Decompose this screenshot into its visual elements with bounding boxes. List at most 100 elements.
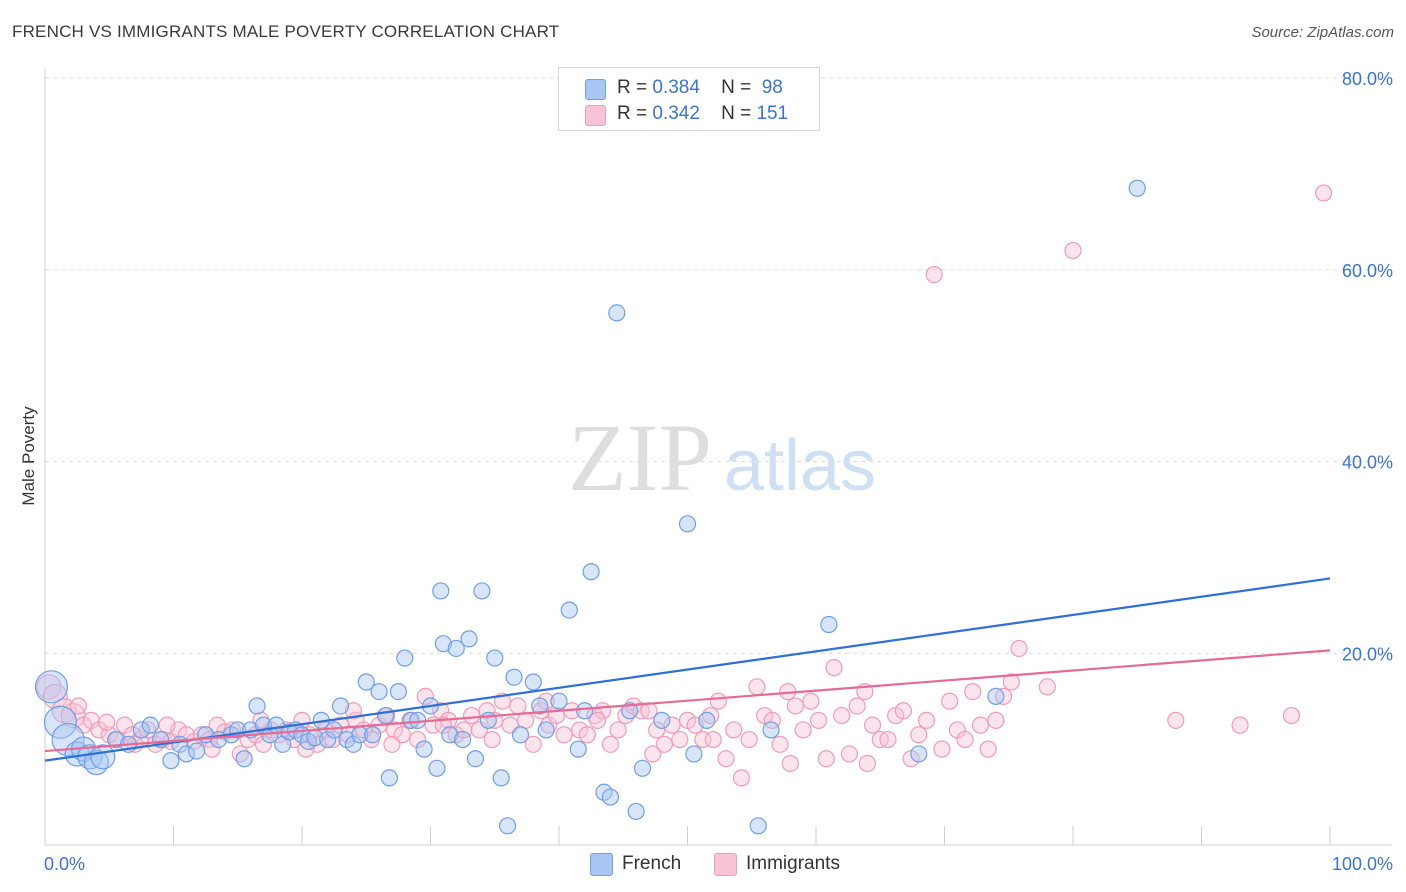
point-immigrants <box>917 711 936 729</box>
point-immigrants <box>809 711 828 729</box>
point-immigrants <box>609 721 627 739</box>
bottom-legend-swatch-immigrants <box>714 853 737 876</box>
axes <box>44 68 1392 846</box>
point-immigrants <box>1002 673 1020 691</box>
point-immigrants <box>383 735 401 753</box>
point-french <box>43 705 78 739</box>
point-french <box>698 711 716 729</box>
legend-n-label: N = <box>721 77 752 98</box>
point-immigrants <box>158 716 176 734</box>
point-french <box>460 630 478 648</box>
point-french <box>685 745 703 763</box>
point-french <box>505 668 523 686</box>
point-immigrants <box>409 730 427 749</box>
point-immigrants <box>709 692 727 710</box>
point-french <box>621 702 639 720</box>
point-immigrants <box>987 711 1005 729</box>
point-french <box>531 697 549 715</box>
point-french <box>537 721 555 739</box>
point-french <box>162 752 180 770</box>
point-french <box>364 726 382 744</box>
point-french <box>633 759 652 777</box>
point-french <box>402 711 420 729</box>
point-immigrants <box>725 721 743 739</box>
point-immigrants <box>941 692 959 710</box>
point-immigrants <box>825 659 843 677</box>
gridlines <box>45 77 1392 654</box>
point-immigrants <box>817 750 835 768</box>
point-french <box>177 745 195 763</box>
point-french <box>428 759 446 777</box>
bottom-legend-swatch-french <box>590 853 613 876</box>
point-immigrants <box>717 750 735 768</box>
point-french <box>454 730 472 749</box>
point-french <box>370 682 388 701</box>
point-immigrants <box>1064 241 1082 260</box>
watermark-atlas: atlas <box>724 426 876 506</box>
legend-r-label: R = <box>617 103 648 124</box>
point-french <box>441 726 459 744</box>
point-french <box>357 673 375 691</box>
point-immigrants <box>1038 678 1056 696</box>
point-immigrants <box>863 716 882 734</box>
x-tick-label: 0.0% <box>44 854 85 874</box>
point-french <box>248 697 266 715</box>
legend-r-value: 0.384 <box>652 77 700 98</box>
point-immigrants <box>254 735 273 753</box>
point-french <box>396 649 414 667</box>
point-immigrants <box>139 721 157 739</box>
y-tick-label: 80.0% <box>1342 69 1393 89</box>
bottom-legend-label-immigrants: Immigrants <box>746 853 840 874</box>
point-immigrants <box>894 702 912 720</box>
x-tick-label: 100.0% <box>1332 854 1393 874</box>
point-immigrants <box>802 692 820 710</box>
point-french <box>380 769 398 787</box>
point-french <box>447 639 465 658</box>
point-immigrants <box>848 697 866 715</box>
point-immigrants <box>956 730 974 749</box>
y-tick-label: 40.0% <box>1342 453 1393 473</box>
point-french <box>34 670 69 704</box>
trend-line-immigrants <box>44 649 1331 753</box>
point-french <box>582 563 600 581</box>
point-french <box>569 740 587 758</box>
point-immigrants <box>964 682 982 701</box>
legend-r-label: R = <box>617 77 648 98</box>
point-french <box>499 817 517 835</box>
point-french <box>434 635 452 653</box>
point-french <box>1128 179 1146 197</box>
point-immigrants <box>910 726 928 744</box>
point-french <box>486 649 504 667</box>
point-french <box>678 515 697 533</box>
point-immigrants <box>858 754 877 773</box>
point-immigrants <box>748 678 766 696</box>
point-french <box>608 304 626 322</box>
point-french <box>749 817 767 835</box>
point-immigrants <box>555 726 573 744</box>
point-french <box>550 692 568 710</box>
trend-line-french <box>44 577 1331 762</box>
point-french <box>473 582 491 600</box>
point-french <box>132 721 150 739</box>
point-immigrants <box>344 702 362 720</box>
point-french <box>107 730 125 749</box>
y-tick-label: 20.0% <box>1342 644 1393 664</box>
point-french <box>524 673 542 691</box>
point-immigrants <box>98 713 116 731</box>
point-immigrants <box>1010 639 1028 658</box>
point-french <box>910 745 928 763</box>
point-immigrants <box>979 740 997 758</box>
point-immigrants <box>740 730 758 749</box>
point-french <box>188 742 206 760</box>
y-axis-label: Male Poverty <box>19 406 38 506</box>
point-immigrants <box>524 735 542 753</box>
legend: R = 0.384 N = 98 R = 0.342 N = 151 <box>558 67 820 131</box>
point-french <box>141 716 159 734</box>
point-french <box>560 601 578 619</box>
point-immigrants <box>1282 706 1301 725</box>
point-immigrants <box>578 726 596 744</box>
point-immigrants <box>1231 716 1249 734</box>
chart-title: FRENCH VS IMMIGRANTS MALE POVERTY CORREL… <box>12 22 560 41</box>
point-french <box>90 744 116 770</box>
